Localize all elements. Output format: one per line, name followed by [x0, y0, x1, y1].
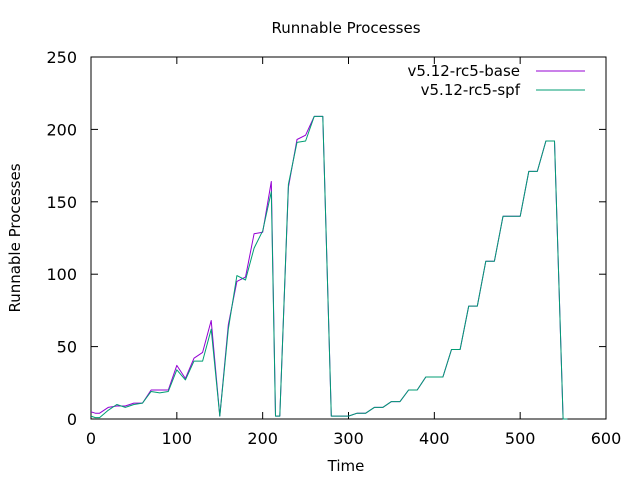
x-tick-label: 200: [247, 429, 278, 448]
x-tick-label: 100: [162, 429, 193, 448]
y-tick-label: 50: [57, 338, 77, 357]
y-axis-title: Runnable Processes: [6, 163, 24, 312]
x-tick-label: 300: [333, 429, 364, 448]
legend-label: v5.12-rc5-base: [408, 62, 521, 80]
x-tick-label: 400: [419, 429, 450, 448]
x-axis-title: Time: [327, 457, 365, 475]
y-tick-label: 250: [46, 48, 77, 67]
x-tick-label: 500: [505, 429, 536, 448]
legend-label: v5.12-rc5-spf: [421, 81, 521, 99]
y-tick-label: 200: [46, 120, 77, 139]
y-tick-label: 100: [46, 265, 77, 284]
chart-title: Runnable Processes: [271, 19, 420, 37]
x-axis: 0 100 200 300 400 500 600: [86, 57, 621, 448]
x-tick-label: 600: [591, 429, 622, 448]
y-tick-label: 0: [67, 410, 77, 429]
x-tick-label: 0: [86, 429, 96, 448]
series-line-2: [90, 115, 568, 420]
y-axis: 0 50 100 150 200 250: [46, 48, 606, 429]
series-lines: [90, 115, 568, 420]
y-tick-label: 150: [46, 193, 77, 212]
